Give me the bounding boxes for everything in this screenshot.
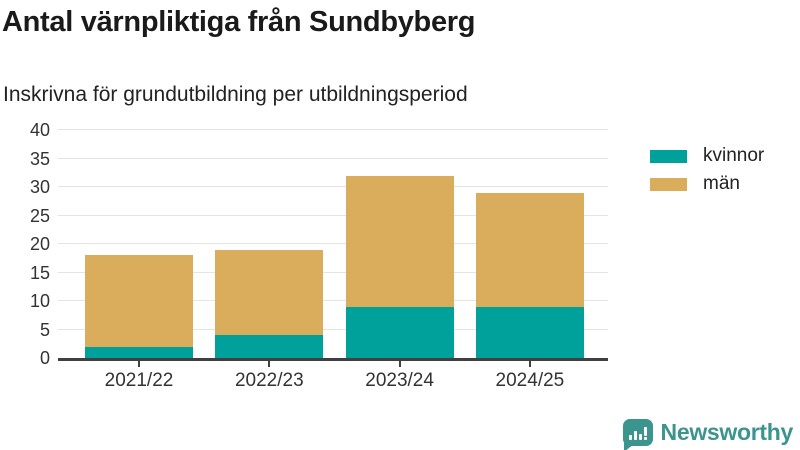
chart-subtitle: Inskrivna för grundutbildning per utbild…: [3, 83, 468, 106]
bar-segment-kvinnor: [345, 306, 454, 358]
bar-segment-män: [475, 192, 584, 307]
y-tick-label: 10: [29, 291, 50, 311]
y-tick-label: 40: [29, 120, 50, 140]
gridline: [58, 129, 608, 130]
x-tick-label: 2023/24: [365, 370, 434, 391]
newsworthy-logo: Newsworthy: [622, 419, 794, 450]
bar-segment-kvinnor: [85, 346, 193, 358]
legend-label: män: [703, 173, 740, 194]
y-tick-label: 5: [39, 319, 50, 340]
exclamation-glyph: [643, 426, 647, 440]
legend-swatch: [650, 177, 687, 191]
x-tick-label: 2021/22: [104, 370, 174, 391]
legend-label: kvinnor: [703, 145, 765, 166]
y-tick-label: 15: [29, 262, 50, 283]
mini-bar-1: [628, 435, 632, 440]
gridline: [58, 328, 608, 330]
bar-segment-kvinnor: [215, 335, 324, 358]
x-axis-tick: [138, 361, 140, 367]
gridline: [58, 243, 608, 244]
legend-swatch: [650, 149, 687, 163]
x-axis-tick: [528, 361, 531, 367]
x-tick-label: 2022/23: [234, 370, 304, 391]
y-tick-label: 20: [29, 234, 50, 254]
gridline: [58, 271, 608, 273]
bar-segment-män: [215, 249, 324, 336]
y-tick-label: 30: [29, 177, 50, 197]
gridline: [58, 157, 608, 159]
legend-item-män: män: [650, 173, 740, 195]
x-axis-line: [58, 358, 608, 361]
bar-segment-män: [85, 255, 193, 347]
bar-segment-män: [345, 175, 454, 307]
x-axis-tick: [398, 361, 401, 367]
chart-title: Antal värnpliktiga från Sundbyberg: [2, 6, 476, 38]
gridline: [58, 214, 608, 216]
mini-bar-2: [633, 431, 637, 440]
x-axis-tick: [268, 361, 271, 367]
gridline: [58, 186, 608, 187]
legend-item-kvinnor: kvinnor: [650, 145, 764, 167]
newsworthy-wordmark: Newsworthy: [660, 419, 794, 445]
gridline: [58, 300, 608, 301]
newsworthy-bubble-icon: [622, 419, 653, 450]
mini-bar-3: [638, 434, 642, 440]
x-tick-label: 2024/25: [495, 370, 565, 391]
bar-segment-kvinnor: [475, 306, 584, 358]
bar-chart-glyph: [623, 425, 653, 440]
y-tick-label: 35: [29, 148, 50, 169]
y-tick-label: 0: [39, 348, 50, 368]
y-tick-label: 25: [29, 205, 50, 226]
